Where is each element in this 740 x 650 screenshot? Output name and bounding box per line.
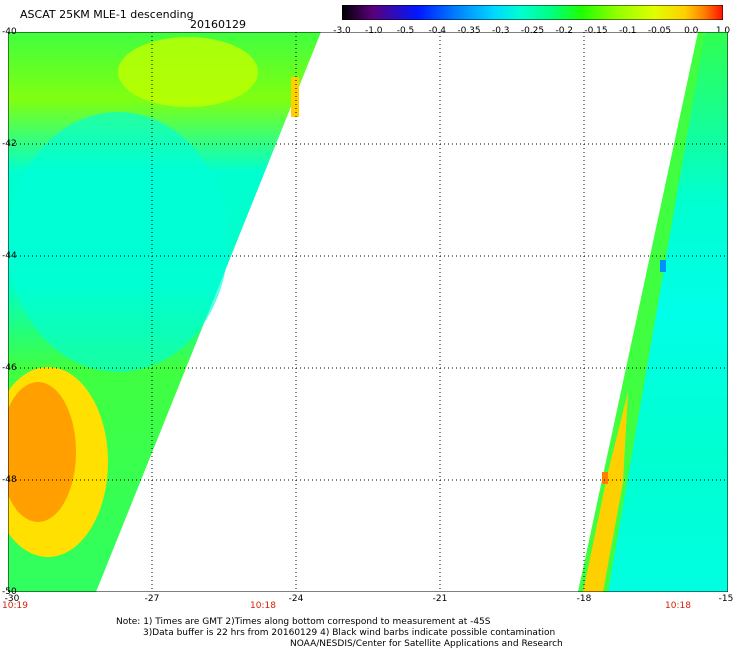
lime-region-top — [118, 37, 258, 107]
colorbar-tick-label: -0.25 — [520, 26, 545, 36]
longitude-label: -21 — [432, 594, 448, 604]
time-label-left: 10:19 — [2, 601, 28, 611]
longitude-label: -15 — [718, 594, 734, 604]
colorbar-tick-label: -0.4 — [428, 26, 447, 36]
longitude-label: -27 — [144, 594, 160, 604]
latitude-label: -40 — [2, 27, 17, 37]
chart-date: 20160129 — [190, 18, 246, 31]
latitude-label: -42 — [2, 139, 17, 149]
colorbar-tick-label: 0.0 — [684, 26, 699, 36]
cyan-region-left — [8, 112, 228, 372]
longitude-label: -18 — [576, 594, 592, 604]
swath-map — [8, 32, 728, 592]
chart-title: ASCAT 25KM MLE-1 descending — [20, 8, 194, 21]
colorbar-tick-label: -0.2 — [555, 26, 574, 36]
colorbar-tick-label: -0.5 — [396, 26, 415, 36]
colorbar-tick-label: -3.0 — [333, 26, 351, 36]
latitude-label: -50 — [2, 587, 17, 597]
right-swath-yellow-edge — [583, 392, 628, 592]
right-swath-blue-pixel — [660, 260, 666, 272]
colorbar-tick-label: -0.05 — [647, 26, 672, 36]
latitude-label: -48 — [2, 475, 17, 485]
latitude-label: -46 — [2, 363, 17, 373]
colorbar-tick-label: -0.35 — [457, 26, 481, 36]
colorbar-tick-label: 1.0 — [715, 26, 731, 36]
colorbar-tick-label: -0.3 — [491, 26, 510, 36]
note-line-1: Note: 1) Times are GMT 2)Times along bot… — [116, 617, 491, 627]
time-label-right: 10:18 — [665, 601, 691, 611]
note-line-2: 3)Data buffer is 22 hrs from 20160129 4)… — [143, 628, 556, 638]
latitude-label: -44 — [2, 251, 17, 261]
colorbar-tick-label: -0.1 — [618, 26, 637, 36]
colorbar — [342, 5, 723, 20]
note-line-3: NOAA/NESDIS/Center for Satellite Applica… — [290, 639, 563, 649]
orange-region — [8, 382, 76, 522]
time-label-middle: 10:18 — [250, 601, 276, 611]
right-swath-green-edge — [578, 32, 705, 592]
colorbar-tick-label: -0.15 — [584, 26, 608, 36]
grid-lines — [8, 32, 728, 592]
right-swath-orange-pixel — [602, 472, 608, 484]
yellow-edge-top — [291, 77, 299, 117]
colorbar-tick-label: -1.0 — [364, 26, 383, 36]
longitude-label: -30 — [4, 594, 20, 604]
longitude-label: -24 — [288, 594, 304, 604]
